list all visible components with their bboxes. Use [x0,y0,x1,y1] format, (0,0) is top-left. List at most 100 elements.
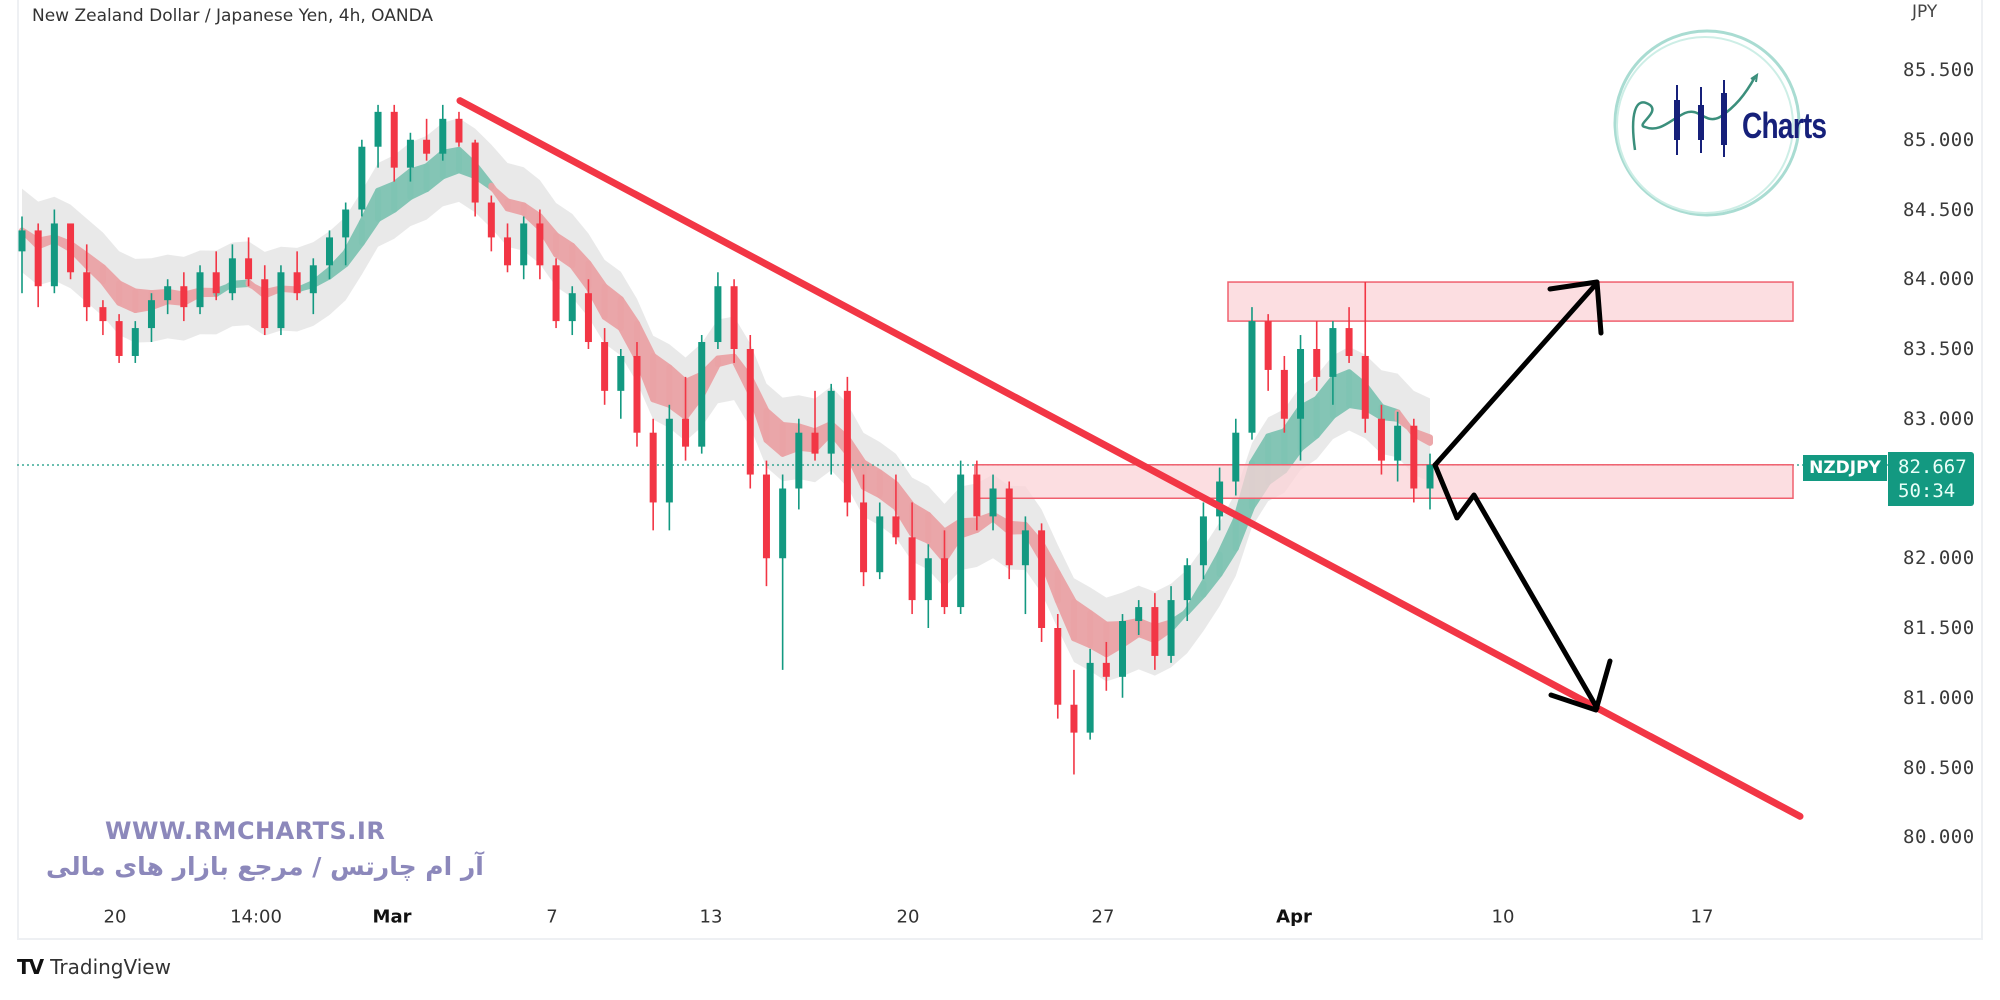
candle-body [1264,321,1272,370]
candle-body [1005,488,1013,566]
price-axis-label: 80.000 [1903,826,1975,849]
candle-body [245,258,253,280]
time-axis-label: Mar [372,906,412,928]
tradingview-logo-icon: TV [17,955,44,979]
annotations[interactable] [456,97,1804,820]
candle-body [212,272,220,294]
candle-body [730,286,738,349]
rmcharts-logo [1613,29,1801,217]
candle-body [309,265,317,294]
candle-body [99,307,107,322]
candle-body [811,432,819,454]
candle-body [682,418,690,447]
candle-body [779,488,787,559]
price-axis-label: 83.500 [1903,338,1975,360]
tradingview-brand[interactable]: TV TradingView [17,955,171,979]
candle-body [1167,600,1175,656]
candle-body [1086,662,1094,733]
candle-body [568,293,576,322]
candle-body [843,390,851,503]
candle-body [795,432,803,489]
candle-body [1426,464,1434,489]
candle-body [439,118,447,154]
candle-body [1313,349,1321,377]
price-axis-label: 85.500 [1903,59,1975,81]
candle-body [1297,349,1305,419]
candle-body [617,355,625,391]
candle-body [1021,530,1029,566]
price-axis-label: 81.000 [1903,686,1975,709]
bullish-arrow-icon[interactable] [1432,279,1604,468]
bearish-arrow-icon[interactable] [1432,462,1613,713]
downtrend-line[interactable] [456,97,1804,820]
candle-body [342,209,350,238]
price-axis-label: 84.500 [1903,198,1975,221]
price-axis-label: 84.000 [1903,268,1975,291]
price-axis-label: 80.500 [1903,756,1975,779]
time-axis-label: 27 [1091,906,1115,928]
candle-body [325,237,333,266]
candle-body [520,223,528,266]
candle-body [762,474,770,559]
candle-body [1054,628,1062,705]
candle-body [973,474,981,517]
last-price-value: 82.667 [1898,456,1967,478]
candle-body [131,328,139,356]
candle-body [34,230,42,287]
bar-countdown: 50:34 [1898,480,1956,502]
candle-body [908,537,916,601]
candle-body [487,202,495,238]
time-axis-label: 20 [103,906,127,928]
candle-body [876,516,884,573]
candle-body [18,230,26,252]
candle-body [1119,621,1127,677]
candle-body [1199,516,1207,566]
price-axis-label: 83.000 [1903,407,1975,430]
candle-body [1280,369,1288,419]
price-axis-label: 81.500 [1903,617,1975,639]
chart-title: New Zealand Dollar / Japanese Yen, 4h, O… [32,6,434,26]
candle-body [1361,355,1369,419]
candle-body [940,558,948,608]
candle-body [1038,530,1046,628]
candle-body [1151,607,1159,656]
candle-body [714,286,722,343]
price-axis-label: 85.000 [1903,128,1975,151]
candle-body [1377,418,1385,461]
candle-body [406,139,414,168]
candle-body [67,223,75,273]
time-axis-label: 10 [1491,906,1515,928]
candle-body [1394,425,1402,461]
candlesticks [18,104,1434,775]
candle-body [860,502,868,573]
candle-body [228,258,236,294]
last-price-tag: 82.667 50:34 [1888,452,1974,506]
candle-body [1135,607,1143,622]
candle-body [552,265,560,322]
candle-body [390,111,398,168]
symbol-tag: NZDJPY [1803,455,1887,481]
time-axis-label: 17 [1690,906,1714,928]
candle-body [471,142,479,203]
price-zones[interactable] [974,281,1794,500]
candle-body [423,139,431,154]
candle-body [827,390,835,454]
resistance-zone[interactable] [1227,281,1794,322]
price-axis-unit: JPY [1912,2,1938,22]
time-axis-label: 7 [546,906,558,928]
candle-body [180,286,188,308]
candle-body [1183,565,1191,601]
candle-body [649,432,657,503]
candle-body [277,272,285,329]
candle-body [261,279,269,329]
candle-body [293,272,301,294]
candle-body [455,118,463,143]
candle-body [50,223,58,287]
candle-body [957,474,965,608]
watermark-tagline: آر ام چارتس / مرجع بازار های مالی [46,852,484,881]
support-zone[interactable] [974,464,1794,500]
candle-body [1070,704,1078,733]
candle-body [1102,662,1110,677]
candle-body [633,355,641,433]
